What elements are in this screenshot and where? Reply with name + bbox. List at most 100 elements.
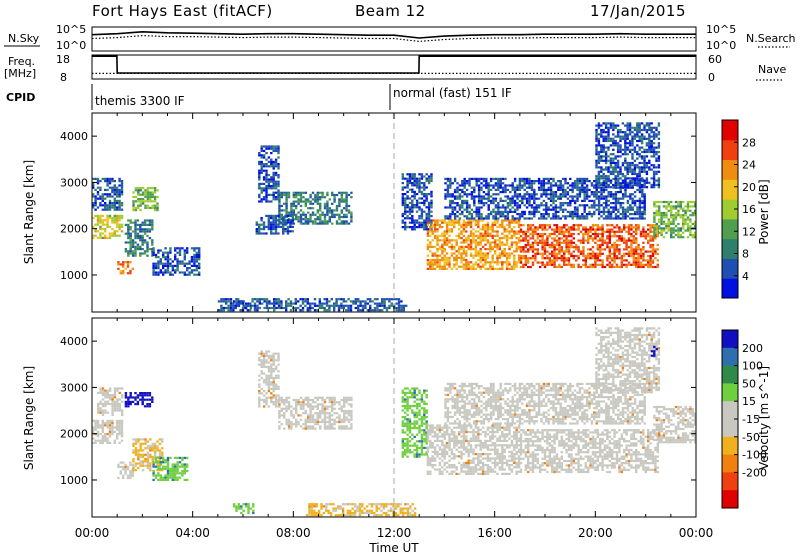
power-cell [624, 177, 627, 180]
power-cell [299, 193, 303, 197]
power-cell [129, 241, 132, 244]
velocity-cell [101, 430, 104, 433]
power-cell [183, 253, 186, 256]
power-cell [193, 273, 196, 276]
power-cell [486, 230, 490, 233]
power-cell [585, 217, 589, 220]
power-cell [198, 258, 201, 261]
power-cell [614, 155, 617, 158]
power-cell [621, 172, 625, 176]
power-cell [481, 226, 485, 229]
power-cell [515, 221, 518, 224]
power-cell [600, 195, 603, 198]
power-cell [479, 234, 482, 237]
power-cell [272, 176, 275, 179]
power-cell [481, 252, 485, 255]
power-cell [321, 196, 324, 199]
power-cell [146, 228, 149, 231]
power-cell [524, 246, 527, 249]
power-cell [456, 182, 459, 185]
power-cell [537, 188, 541, 191]
velocity-cell [139, 462, 142, 465]
power-cell [607, 215, 610, 218]
power-cell [484, 256, 487, 259]
power-cell [94, 199, 97, 202]
power-cell [479, 239, 482, 242]
power-cell [643, 193, 646, 196]
power-cell [265, 225, 268, 228]
power-cell [497, 217, 500, 220]
power-cell [453, 197, 457, 200]
power-cell [510, 267, 514, 270]
power-cell [638, 135, 641, 138]
power-cell [481, 234, 485, 237]
power-cell [505, 261, 509, 264]
power-cell [643, 128, 646, 132]
power-cell [420, 201, 424, 204]
power-cell [504, 191, 507, 194]
power-cell [648, 124, 651, 127]
power-cell [576, 180, 579, 183]
power-cell [141, 230, 144, 233]
power-cell [501, 243, 504, 246]
power-cell [652, 186, 656, 189]
power-cell [527, 230, 530, 233]
power-cell [99, 197, 102, 200]
power-cell [453, 245, 456, 248]
power-cell [116, 208, 119, 211]
power-cell [691, 205, 694, 208]
power-cell [350, 211, 353, 214]
power-cell [624, 157, 627, 160]
power-cell [667, 209, 670, 212]
power-cell [426, 261, 430, 264]
power-cell [295, 213, 298, 216]
power-cell [604, 155, 608, 158]
power-cell [118, 223, 121, 226]
power-cell [643, 124, 646, 127]
power-cell [258, 306, 261, 310]
power-cell [654, 257, 657, 260]
power-cell [633, 137, 637, 140]
power-cell [643, 202, 646, 205]
velocity-cell [94, 428, 97, 431]
power-cell [644, 263, 647, 266]
power-cell [518, 204, 522, 207]
velocity-cell [141, 442, 145, 445]
power-cell [632, 254, 635, 258]
power-cell [148, 219, 152, 222]
power-cell [566, 193, 570, 196]
power-cell [304, 300, 307, 303]
power-cell [643, 126, 646, 129]
power-cell [543, 257, 547, 260]
power-cell [561, 193, 565, 196]
power-cell [176, 260, 179, 263]
power-cell [290, 211, 293, 214]
power-cell [220, 298, 223, 301]
power-cell [278, 213, 281, 216]
power-cell [563, 239, 566, 242]
power-cell [433, 245, 437, 248]
power-cell [625, 239, 628, 242]
power-cell [621, 153, 625, 156]
power-cell [523, 188, 526, 191]
velocity-cell [131, 472, 134, 475]
velocity-cell [127, 398, 130, 401]
power-cell [501, 237, 504, 240]
power-cell [515, 230, 518, 233]
power-cell [117, 267, 120, 270]
power-cell [433, 219, 437, 222]
power-cell [642, 252, 645, 255]
power-cell [151, 195, 154, 198]
power-cell [496, 219, 499, 222]
power-cell [411, 215, 414, 218]
power-cell [561, 186, 565, 189]
power-cell [371, 300, 374, 303]
power-cell [149, 198, 152, 201]
velocity-cell [132, 449, 135, 452]
power-cell [561, 177, 565, 180]
power-cell [489, 263, 492, 266]
power-cell [354, 298, 357, 301]
power-cell [479, 219, 482, 222]
power-cell [679, 203, 682, 206]
